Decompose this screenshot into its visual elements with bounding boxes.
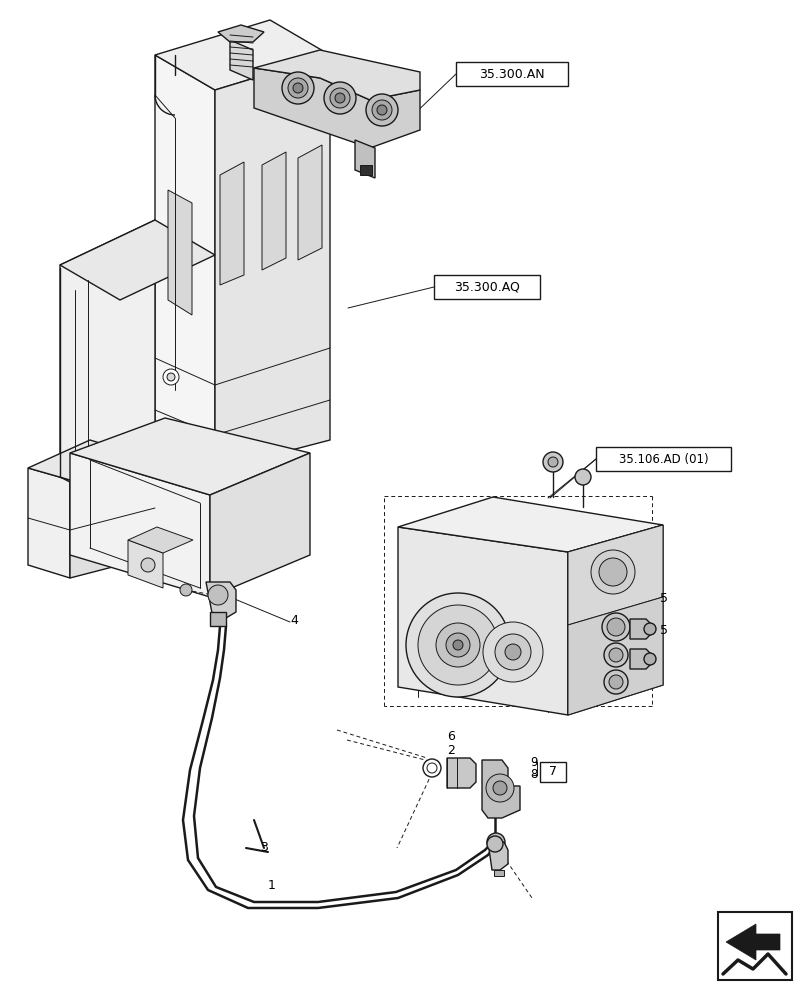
Circle shape bbox=[643, 653, 655, 665]
Text: 1: 1 bbox=[268, 879, 276, 892]
Bar bbox=[493, 870, 504, 876]
Polygon shape bbox=[397, 497, 663, 552]
Text: 2: 2 bbox=[446, 744, 454, 756]
Polygon shape bbox=[155, 55, 215, 470]
Polygon shape bbox=[28, 468, 70, 578]
Circle shape bbox=[423, 759, 440, 777]
Circle shape bbox=[371, 100, 392, 120]
Polygon shape bbox=[128, 527, 193, 553]
Circle shape bbox=[483, 622, 543, 682]
Polygon shape bbox=[482, 760, 519, 818]
Text: 8: 8 bbox=[530, 768, 537, 781]
Text: 7: 7 bbox=[548, 765, 556, 778]
Polygon shape bbox=[397, 527, 568, 715]
Circle shape bbox=[288, 78, 307, 98]
Circle shape bbox=[445, 633, 470, 657]
Polygon shape bbox=[210, 612, 225, 626]
Circle shape bbox=[603, 670, 627, 694]
Circle shape bbox=[293, 83, 303, 93]
Text: 35.300.AN: 35.300.AN bbox=[478, 68, 544, 81]
Circle shape bbox=[486, 774, 513, 802]
Circle shape bbox=[487, 836, 502, 852]
Circle shape bbox=[366, 94, 397, 126]
Polygon shape bbox=[168, 190, 191, 315]
Circle shape bbox=[418, 605, 497, 685]
Text: 9: 9 bbox=[530, 756, 537, 768]
Text: 35.106.AD (01): 35.106.AD (01) bbox=[618, 452, 707, 466]
Text: 6: 6 bbox=[446, 730, 454, 742]
Polygon shape bbox=[262, 152, 285, 270]
Circle shape bbox=[495, 634, 530, 670]
Circle shape bbox=[487, 833, 504, 851]
Circle shape bbox=[543, 452, 562, 472]
Polygon shape bbox=[70, 460, 155, 578]
Polygon shape bbox=[60, 220, 155, 480]
Circle shape bbox=[643, 623, 655, 635]
Bar bbox=[359, 165, 371, 175]
Text: 5: 5 bbox=[659, 591, 667, 604]
Polygon shape bbox=[487, 842, 508, 870]
Circle shape bbox=[335, 93, 345, 103]
Circle shape bbox=[163, 369, 178, 385]
Polygon shape bbox=[70, 453, 210, 597]
Circle shape bbox=[281, 72, 314, 104]
Circle shape bbox=[504, 644, 521, 660]
Polygon shape bbox=[446, 758, 475, 788]
Text: 4: 4 bbox=[290, 613, 298, 626]
Polygon shape bbox=[206, 582, 236, 618]
Polygon shape bbox=[568, 597, 663, 715]
Polygon shape bbox=[230, 40, 253, 80]
Bar bbox=[456, 62, 568, 86]
Circle shape bbox=[599, 558, 626, 586]
Circle shape bbox=[406, 593, 509, 697]
Circle shape bbox=[603, 643, 627, 667]
Circle shape bbox=[608, 675, 622, 689]
Polygon shape bbox=[28, 440, 155, 480]
Circle shape bbox=[427, 763, 436, 773]
Polygon shape bbox=[215, 55, 329, 470]
Polygon shape bbox=[217, 25, 264, 42]
Circle shape bbox=[453, 640, 462, 650]
Circle shape bbox=[608, 648, 622, 662]
Polygon shape bbox=[155, 20, 329, 90]
Polygon shape bbox=[210, 453, 310, 597]
Circle shape bbox=[208, 585, 228, 605]
Bar bbox=[539, 762, 565, 782]
Polygon shape bbox=[629, 649, 649, 669]
Circle shape bbox=[547, 457, 557, 467]
Circle shape bbox=[436, 623, 479, 667]
Text: 3: 3 bbox=[260, 841, 268, 854]
Circle shape bbox=[167, 373, 175, 381]
Polygon shape bbox=[60, 220, 215, 300]
Circle shape bbox=[324, 82, 355, 114]
Polygon shape bbox=[725, 924, 779, 960]
Polygon shape bbox=[629, 619, 649, 639]
Polygon shape bbox=[568, 525, 663, 715]
Circle shape bbox=[180, 584, 191, 596]
Polygon shape bbox=[254, 50, 419, 100]
Polygon shape bbox=[70, 418, 310, 495]
Circle shape bbox=[141, 558, 155, 572]
Text: 35.300.AQ: 35.300.AQ bbox=[453, 280, 519, 294]
Circle shape bbox=[329, 88, 350, 108]
Text: 5: 5 bbox=[659, 624, 667, 637]
Polygon shape bbox=[354, 140, 375, 178]
Polygon shape bbox=[568, 525, 663, 625]
Bar bbox=[595, 447, 730, 471]
Bar bbox=[717, 912, 791, 980]
Circle shape bbox=[590, 550, 634, 594]
Circle shape bbox=[607, 618, 624, 636]
Polygon shape bbox=[220, 162, 243, 285]
Bar bbox=[433, 275, 539, 299]
Circle shape bbox=[574, 469, 590, 485]
Polygon shape bbox=[128, 540, 163, 588]
Circle shape bbox=[376, 105, 387, 115]
Circle shape bbox=[492, 781, 506, 795]
Polygon shape bbox=[254, 68, 419, 148]
Circle shape bbox=[601, 613, 629, 641]
Polygon shape bbox=[298, 145, 322, 260]
